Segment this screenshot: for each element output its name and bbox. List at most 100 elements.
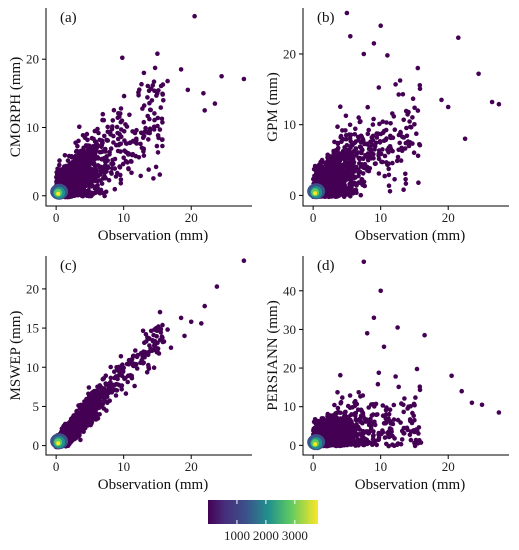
data-point (352, 140, 358, 146)
scatter-points (307, 10, 502, 200)
data-point (392, 177, 397, 182)
data-point (388, 135, 394, 141)
data-point (320, 416, 326, 421)
data-point (381, 421, 387, 426)
data-point (160, 322, 165, 328)
data-point (135, 352, 141, 358)
panel-label: (a) (60, 10, 77, 26)
data-point (382, 435, 388, 440)
data-point (185, 87, 191, 93)
x-tick-label: 10 (117, 210, 130, 225)
data-point (155, 51, 160, 56)
data-point (353, 146, 359, 151)
data-point (80, 177, 86, 182)
data-point (396, 384, 402, 390)
data-point (77, 173, 82, 179)
data-point (390, 148, 395, 154)
data-point (156, 88, 161, 93)
data-point (476, 71, 481, 77)
data-point (86, 193, 92, 199)
data-point (182, 333, 187, 339)
data-point (357, 155, 363, 161)
y-tick-label: 10 (283, 117, 296, 132)
data-point (160, 143, 165, 149)
data-point (381, 138, 387, 143)
data-point (94, 188, 99, 194)
data-point (113, 393, 119, 398)
data-point (99, 385, 104, 390)
data-point (338, 401, 344, 406)
data-point (393, 374, 398, 379)
data-point (324, 172, 329, 178)
data-point (72, 178, 78, 184)
data-point (353, 417, 359, 423)
data-point (151, 124, 157, 130)
data-point (102, 398, 108, 404)
data-point (188, 319, 194, 325)
data-point (400, 92, 406, 97)
data-point (160, 137, 165, 142)
data-point (57, 158, 62, 163)
data-point (384, 120, 389, 125)
x-axis-title: Observation (mm) (98, 228, 208, 244)
data-point (338, 372, 343, 378)
data-point (316, 164, 321, 169)
data-point (134, 127, 139, 133)
data-point (82, 149, 87, 154)
data-point (335, 180, 341, 185)
data-point (121, 93, 127, 99)
data-point (360, 182, 365, 188)
data-point (145, 83, 151, 89)
data-point (347, 122, 353, 128)
data-point (165, 327, 170, 332)
data-point (76, 138, 81, 144)
data-point (97, 165, 103, 171)
data-point (356, 115, 362, 120)
data-point (356, 390, 362, 395)
data-point (355, 407, 361, 413)
data-point (147, 130, 152, 136)
data-point (121, 155, 126, 160)
data-point (66, 153, 72, 159)
data-point (67, 180, 72, 186)
data-point (154, 143, 160, 149)
data-point (99, 142, 105, 148)
data-point (417, 387, 423, 393)
y-tick-label: 20 (283, 46, 296, 61)
data-point (123, 375, 128, 381)
data-point (386, 166, 392, 172)
data-point (143, 129, 148, 134)
data-point (146, 366, 152, 371)
data-point (157, 127, 163, 132)
data-point (101, 148, 106, 154)
data-point (131, 363, 137, 369)
data-point (108, 170, 114, 175)
data-point (115, 148, 121, 154)
data-point (160, 91, 165, 97)
data-point (154, 93, 159, 98)
data-point (144, 339, 149, 344)
data-point (141, 70, 147, 76)
data-point (115, 136, 121, 142)
data-point (141, 133, 147, 139)
data-point (349, 150, 354, 156)
data-point (347, 135, 353, 141)
data-point (399, 148, 405, 153)
data-point (138, 141, 143, 147)
data-point (155, 115, 161, 121)
data-point (395, 441, 401, 446)
data-point (202, 303, 207, 309)
data-point (378, 151, 384, 157)
data-point (130, 129, 135, 134)
data-point (129, 159, 134, 164)
data-point (145, 95, 150, 100)
data-point (89, 421, 94, 427)
data-point (129, 170, 134, 176)
data-point (62, 153, 68, 158)
data-point (141, 119, 147, 125)
data-point (88, 166, 94, 171)
data-point (118, 106, 124, 111)
data-point (345, 403, 351, 409)
data-point (178, 67, 184, 72)
